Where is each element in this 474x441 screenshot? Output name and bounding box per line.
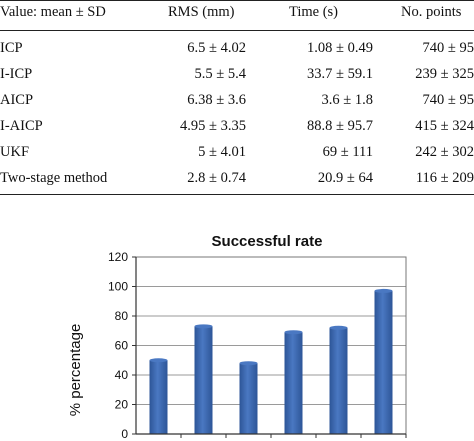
row-rms: 6.38 ± 3.6: [187, 92, 246, 108]
grid-lines: [136, 256, 406, 405]
row-points: 242 ± 302: [415, 144, 474, 160]
bar-cap: [194, 324, 213, 329]
row-method: UKF: [0, 144, 30, 160]
header-time: Time (s): [289, 4, 339, 20]
bar: [149, 360, 168, 434]
row-rms: 2.8 ± 0.74: [187, 170, 246, 186]
row-points: 740 ± 95: [422, 92, 474, 108]
y-tick-label: 40: [115, 368, 129, 382]
y-tick-label: 100: [108, 280, 128, 294]
chart-canvas: Successful rate % percentage 0 20 40 60 80 10…: [67, 233, 407, 441]
row-method: ICP: [0, 40, 23, 56]
row-rms: 6.5 ± 4.02: [187, 40, 246, 56]
row-method: AICP: [0, 92, 34, 108]
bar: [284, 332, 303, 434]
table-row: AICP 6.38 ± 3.6 3.6 ± 1.8 740 ± 95: [0, 89, 474, 111]
axes: [135, 256, 407, 438]
row-points: 116 ± 209: [415, 170, 474, 186]
table-row: I-ICP 5.5 ± 5.4 33.7 ± 59.1 239 ± 325: [0, 63, 474, 85]
row-rms: 5.5 ± 5.4: [194, 66, 246, 82]
row-method: I-AICP: [0, 118, 43, 134]
bar-cap: [149, 358, 168, 363]
row-method: I-ICP: [0, 66, 33, 82]
table-row: Two-stage method 2.8 ± 0.74 20.9 ± 64 11…: [0, 167, 474, 189]
y-tick-label: 60: [115, 339, 129, 353]
table-row: UKF 5 ± 4.01 69 ± 111 242 ± 302: [0, 141, 474, 163]
bar-cap: [374, 288, 393, 293]
row-rms: 4.95 ± 3.35: [180, 118, 246, 134]
row-method: Two-stage method: [0, 170, 108, 186]
y-tick-label: 80: [115, 309, 129, 323]
row-time: 33.7 ± 59.1: [307, 66, 373, 82]
table-header-rule: [0, 30, 474, 31]
bar: [374, 290, 393, 434]
bar: [194, 326, 213, 434]
table-top-rule: [0, 0, 474, 1]
success-rate-chart: Successful rate % percentage 0 20 40 60 80 10…: [62, 225, 432, 441]
header-rms: RMS (mm): [168, 4, 235, 20]
y-tick-label: 0: [121, 427, 128, 441]
bar-cap: [284, 330, 303, 335]
bar: [329, 327, 348, 434]
row-rms: 5 ± 4.01: [198, 144, 246, 160]
chart-title: Successful rate: [212, 233, 323, 250]
table-bottom-rule: [0, 194, 474, 195]
row-time: 3.6 ± 1.8: [321, 92, 373, 108]
row-time: 1.08 ± 0.49: [307, 40, 373, 56]
row-points: 415 ± 324: [415, 118, 474, 134]
bars: [149, 288, 393, 434]
row-time: 20.9 ± 64: [317, 170, 373, 186]
y-tick-labels: 0 20 40 60 80 100 120: [108, 250, 136, 441]
bar-cap: [329, 325, 348, 330]
y-tick-label: 120: [108, 250, 128, 264]
y-tick-label: 20: [115, 398, 129, 412]
row-points: 239 ± 325: [415, 66, 474, 82]
y-axis-label: % percentage: [67, 324, 84, 417]
table-row: I-AICP 4.95 ± 3.35 88.8 ± 95.7 415 ± 324: [0, 115, 474, 137]
bar: [239, 363, 258, 434]
header-value: Value: mean ± SD: [0, 4, 106, 20]
row-points: 740 ± 95: [422, 40, 474, 56]
bar-cap: [239, 361, 258, 366]
table-header: Value: mean ± SD RMS (mm) Time (s) No. p…: [0, 1, 474, 23]
header-points: No. points: [401, 4, 462, 20]
row-time: 69 ± 111: [322, 144, 373, 160]
row-time: 88.8 ± 95.7: [307, 118, 373, 134]
table-row: ICP 6.5 ± 4.02 1.08 ± 0.49 740 ± 95: [0, 37, 474, 59]
